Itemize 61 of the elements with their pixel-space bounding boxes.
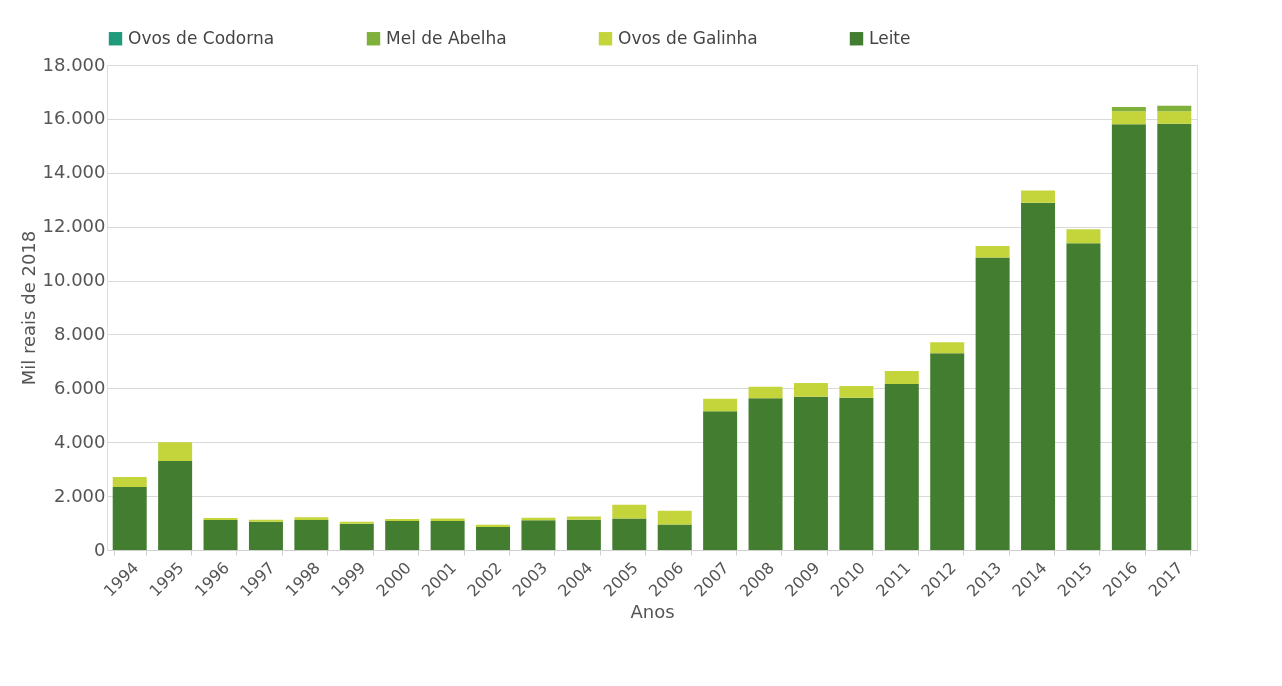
bar — [339, 521, 374, 524]
bar — [839, 385, 874, 398]
bar — [612, 504, 647, 519]
bar — [158, 461, 193, 550]
bar — [1111, 107, 1146, 112]
y-tick-label: 14.000 — [42, 161, 106, 183]
bar — [1157, 111, 1192, 124]
bar — [294, 520, 329, 550]
y-tick-label: 10.000 — [42, 269, 106, 291]
bar — [748, 386, 783, 399]
bar — [430, 520, 465, 550]
bar — [1157, 123, 1192, 550]
bar — [657, 510, 692, 525]
bar — [566, 516, 601, 520]
bar — [612, 518, 647, 550]
bar — [339, 523, 374, 550]
bar — [703, 398, 738, 412]
bar — [1021, 202, 1056, 550]
bar — [975, 257, 1010, 550]
bar — [884, 384, 919, 550]
bar — [248, 521, 283, 550]
y-tick-label: 18.000 — [42, 53, 106, 75]
bar — [385, 520, 420, 550]
bar — [112, 486, 147, 550]
y-tick-label: 12.000 — [42, 215, 106, 237]
x-axis-title: Anos — [630, 600, 675, 622]
bar — [1021, 190, 1056, 203]
bar — [476, 527, 511, 550]
bar — [1066, 229, 1101, 244]
bar — [521, 520, 556, 550]
legend-label: Leite — [869, 27, 911, 48]
bar — [1111, 124, 1146, 550]
bar — [884, 371, 919, 385]
legend-label: Mel de Abelha — [386, 27, 507, 48]
y-tick-label: 8.000 — [53, 322, 106, 344]
legend-label: Ovos de Codorna — [128, 27, 275, 48]
bar — [839, 397, 874, 550]
bar — [203, 520, 238, 550]
bar — [657, 524, 692, 550]
bar — [930, 353, 965, 550]
bar — [1111, 111, 1146, 125]
y-tick-label: 6.000 — [53, 376, 106, 398]
bar — [158, 442, 193, 462]
y-tick-label: 0 — [94, 538, 106, 560]
bar — [203, 517, 238, 521]
bar — [793, 396, 828, 550]
y-tick-label: 2.000 — [53, 484, 106, 506]
bar — [566, 519, 601, 550]
bar — [748, 398, 783, 550]
bar — [793, 382, 828, 397]
y-axis-title: Mil reais de 2018 — [17, 230, 39, 386]
bar — [975, 246, 1010, 258]
legend-label: Ovos de Galinha — [618, 27, 758, 48]
bar — [703, 411, 738, 550]
bar — [930, 342, 965, 354]
y-tick-label: 16.000 — [42, 107, 106, 129]
y-tick-label: 4.000 — [53, 430, 106, 452]
bar — [112, 476, 147, 487]
bar — [294, 517, 329, 521]
bar — [1066, 243, 1101, 550]
bar — [430, 518, 465, 521]
